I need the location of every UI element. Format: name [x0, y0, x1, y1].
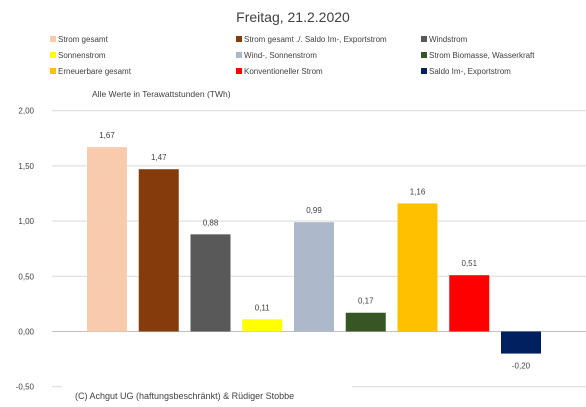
- copyright-footer: (C) Achgut UG (haftungsbeschränkt) & Rüd…: [75, 391, 294, 401]
- data-label: 0,11: [255, 303, 271, 312]
- legend-label: Sonnenstrom: [58, 51, 106, 60]
- bar: [501, 331, 541, 354]
- legend-swatch: [236, 36, 242, 42]
- units-note: Alle Werte in Terawattstunden (TWh): [92, 89, 231, 99]
- y-tick-label: 2,00: [18, 107, 34, 116]
- legend-swatch: [421, 68, 427, 74]
- bar: [87, 147, 127, 332]
- legend-label: Wind-, Sonnenstrom: [244, 51, 317, 60]
- data-label: 0,99: [306, 206, 322, 215]
- y-tick-label: 1,00: [18, 217, 34, 226]
- bar: [449, 275, 490, 332]
- y-tick-label: 0,50: [18, 272, 34, 281]
- data-labels: 1,67 1,47 0,88 0,11 0,99 0,17 1,16 0,51 -0,20: [99, 131, 530, 370]
- data-label: 1,47: [151, 153, 167, 162]
- data-label: -0,20: [512, 362, 531, 371]
- bar: [138, 169, 179, 332]
- legend-label: Erneuerbare gesamt: [58, 67, 132, 76]
- y-tick-label: 0,00: [18, 328, 34, 337]
- legend-swatch: [50, 68, 56, 74]
- bar: [345, 312, 386, 332]
- legend-label: Strom Biomasse, Wasserkraft: [429, 51, 535, 60]
- data-label: 0,88: [203, 218, 219, 227]
- bar: [294, 222, 334, 332]
- bar: [242, 319, 283, 332]
- y-tick-label: 1,50: [18, 162, 34, 171]
- y-tick-label: -0,50: [16, 383, 35, 392]
- legend-swatch: [421, 36, 427, 42]
- data-label: 1,67: [99, 131, 115, 140]
- chart-title: Freitag, 21.2.2020: [236, 9, 350, 25]
- legend: Strom gesamt Strom gesamt ./. Saldo Im-, …: [50, 35, 535, 76]
- data-label: 0,51: [461, 259, 477, 268]
- legend-swatch: [421, 52, 427, 58]
- y-axis: -0,50 0,00 0,50 1,00 1,50 2,00: [16, 107, 35, 392]
- data-label: 1,16: [410, 187, 426, 196]
- legend-swatch: [236, 68, 242, 74]
- legend-label: Konventioneller Strom: [244, 67, 323, 76]
- legend-label: Windstrom: [429, 35, 468, 44]
- footer-background: [62, 385, 352, 403]
- bar: [190, 234, 231, 332]
- bar: [397, 203, 438, 332]
- bars: [87, 147, 541, 354]
- legend-swatch: [236, 52, 242, 58]
- legend-label: Strom gesamt: [58, 35, 109, 44]
- legend-label: Saldo Im-, Exportstrom: [429, 67, 511, 76]
- data-label: 0,17: [358, 297, 374, 306]
- legend-swatch: [50, 52, 56, 58]
- legend-label: Strom gesamt ./. Saldo Im-, Exportstrom: [244, 35, 387, 44]
- legend-swatch: [50, 36, 56, 42]
